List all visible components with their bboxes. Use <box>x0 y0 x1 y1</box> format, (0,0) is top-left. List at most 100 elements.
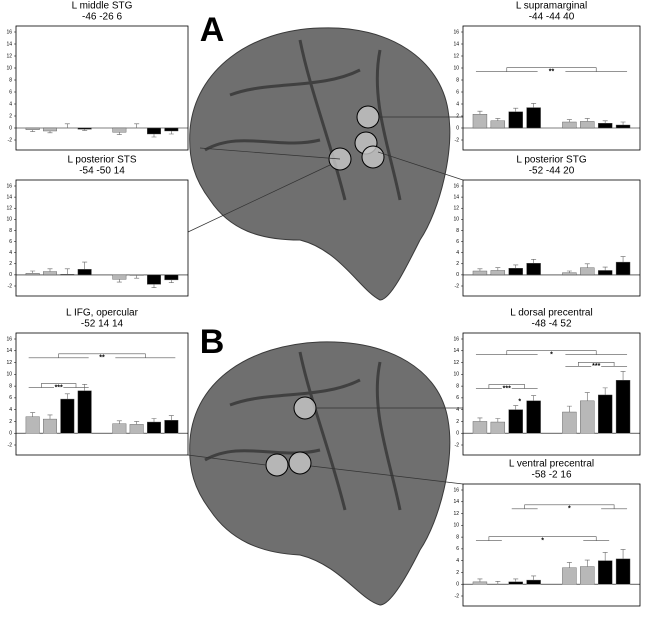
error-bar <box>620 256 626 263</box>
bar <box>580 267 595 276</box>
bar <box>43 418 57 434</box>
y-tick-label: 2 <box>456 570 459 576</box>
chart-subtitle: -54 -50 14 <box>79 166 125 177</box>
bar <box>129 424 144 434</box>
y-tick-label: 16 <box>453 336 459 342</box>
y-tick-label: 6 <box>9 89 12 95</box>
significance-label: ** <box>549 68 555 75</box>
y-tick-label: 8 <box>456 534 459 540</box>
error-bar <box>620 371 626 381</box>
error-bar <box>30 412 36 417</box>
y-tick-label: 2 <box>456 113 459 119</box>
bar <box>597 394 613 434</box>
y-tick-label: -2 <box>8 442 13 448</box>
chart-title: L middle STG <box>72 1 133 12</box>
bar <box>77 269 92 276</box>
chart-subtitle: -52 -44 20 <box>529 166 575 177</box>
y-tick-label: 12 <box>453 360 459 366</box>
y-tick-label: 14 <box>6 194 12 200</box>
bar <box>112 127 127 133</box>
significance-bracket <box>511 504 628 510</box>
significance-label: *** <box>55 384 63 391</box>
y-tick-label: 0 <box>9 125 12 131</box>
y-tick-label: 2 <box>456 261 459 267</box>
significance-label: * <box>541 537 544 544</box>
bar <box>508 581 523 585</box>
bar <box>508 111 523 129</box>
bar <box>562 272 577 276</box>
error-bar <box>134 123 140 128</box>
y-tick-label: 10 <box>6 65 12 71</box>
significance-label: * <box>568 506 571 513</box>
bar <box>43 127 57 132</box>
chart-subtitle: -52 14 14 <box>81 319 124 330</box>
y-tick-label: 10 <box>6 372 12 378</box>
y-tick-label: 10 <box>453 65 459 71</box>
error-bar <box>477 417 483 422</box>
bar <box>43 271 57 276</box>
significance-bracket <box>565 362 628 367</box>
connector <box>187 116 464 233</box>
y-tick-label: 16 <box>453 487 459 493</box>
y-tick-label: 0 <box>9 272 12 278</box>
y-tick-label: 4 <box>456 407 459 413</box>
error-bar <box>531 395 537 401</box>
significance-label: * <box>518 398 521 405</box>
brain-b <box>187 341 464 606</box>
error-bar <box>495 118 501 121</box>
error-bar <box>513 578 519 582</box>
chart-title: L dorsal precentral <box>510 308 592 319</box>
roi-circle <box>293 396 317 420</box>
chart-title: L supramarginal <box>516 1 587 12</box>
y-tick-label: 12 <box>453 206 459 212</box>
bar <box>580 566 595 585</box>
y-tick-label: 12 <box>6 206 12 212</box>
error-bar <box>495 267 501 271</box>
y-tick-label: 8 <box>456 383 459 389</box>
error-bar <box>602 120 608 124</box>
y-tick-label: 16 <box>6 29 12 35</box>
y-tick-label: 8 <box>9 383 12 389</box>
y-tick-label: 10 <box>6 217 12 223</box>
y-tick-label: 4 <box>456 101 459 107</box>
y-tick-label: 6 <box>9 239 12 245</box>
y-tick-label: 12 <box>6 53 12 59</box>
y-tick-label: 8 <box>456 228 459 234</box>
bar <box>615 261 631 276</box>
bar <box>472 113 488 129</box>
y-tick-label: 12 <box>453 53 459 59</box>
y-tick-label: 4 <box>9 101 12 107</box>
y-tick-label: 8 <box>9 228 12 234</box>
y-tick-label: 6 <box>456 395 459 401</box>
error-bar <box>134 275 140 279</box>
bar <box>526 579 541 585</box>
y-tick-label: 2 <box>9 419 12 425</box>
y-tick-label: 4 <box>9 250 12 256</box>
sulci <box>204 351 402 511</box>
bar <box>25 273 40 276</box>
y-tick-label: -2 <box>455 442 460 448</box>
plot-frame <box>15 179 189 297</box>
significance-label: *** <box>592 363 600 370</box>
bar <box>490 270 506 276</box>
bar <box>490 120 506 129</box>
error-bar <box>531 103 537 108</box>
bar <box>164 127 179 132</box>
error-bar <box>116 132 122 135</box>
error-bar <box>602 552 608 561</box>
y-tick-label: -2 <box>455 137 460 143</box>
error-bar <box>495 418 501 423</box>
bar <box>147 127 161 135</box>
significance-bracket <box>28 383 89 388</box>
error-bar <box>82 261 88 270</box>
brain-a <box>187 27 464 301</box>
y-tick-label: 16 <box>453 183 459 189</box>
bar <box>526 263 541 276</box>
bar <box>562 567 577 585</box>
error-bar <box>477 268 483 271</box>
error-bar <box>513 107 519 112</box>
y-tick-label: 14 <box>453 41 459 47</box>
significance-bracket <box>28 353 176 359</box>
error-bar <box>602 266 608 271</box>
significance-bracket <box>475 350 628 355</box>
